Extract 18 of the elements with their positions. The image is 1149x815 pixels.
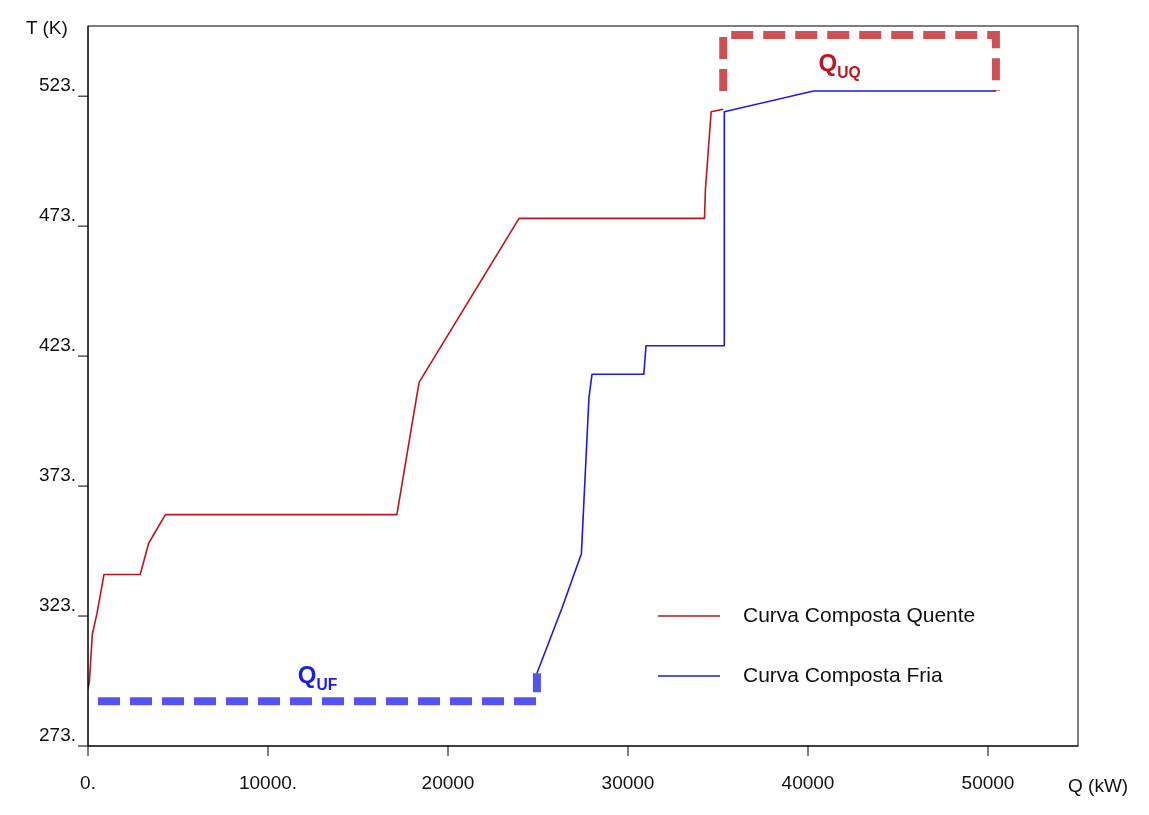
y-tick-label: 423. [39,333,76,355]
y-axis-title: T (K) [26,17,68,38]
y-tick-label: 323. [39,593,76,615]
x-axis-title: Q (kW) [1068,775,1129,796]
y-tick-label: 273. [39,723,76,745]
y-tick-label: 473. [39,203,76,225]
x-tick-label: 30000 [601,772,655,794]
x-tick-label: 50000 [961,772,1015,794]
x-tick-label: 40000 [781,772,835,794]
x-tick-label: 0. [80,772,96,794]
legend-label: Curva Composta Fria [743,662,943,686]
x-tick-label: 20000 [421,772,475,794]
y-tick-label: 523. [39,73,76,95]
y-tick-label: 373. [39,463,76,485]
legend-label: Curva Composta Quente [743,602,976,626]
annotation: Q$_{UQ}$ [818,49,861,81]
annotation: Q$_{UF}$ [297,661,338,693]
x-tick-label: 10000. [238,772,298,794]
